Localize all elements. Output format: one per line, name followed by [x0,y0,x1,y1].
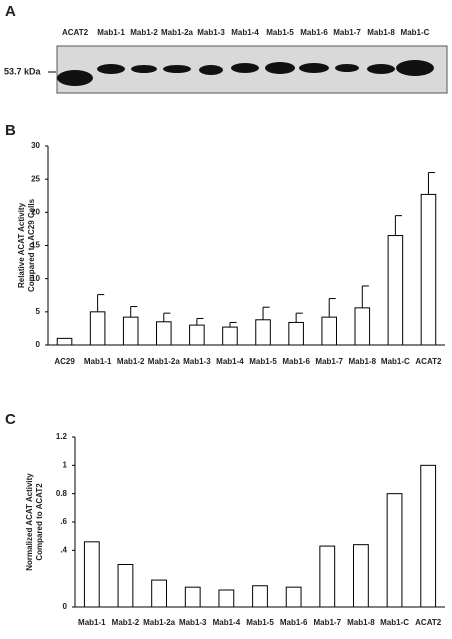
lane-label: Mab1-3 [197,28,225,37]
bar [386,493,403,608]
band [335,64,359,72]
bar [420,464,437,608]
panel-label: B [5,122,16,139]
x-tick-label: Mab1-2 [117,357,145,366]
x-tick-label: ACAT2 [415,618,442,627]
y-tick-label: 15 [31,241,40,250]
x-tick-label: Mab1-3 [179,618,207,627]
panel-label: C [5,411,16,428]
y-axis-label: Relative ACAT Activity [17,202,26,288]
x-tick-label: Mab1-4 [213,618,241,627]
x-tick-label: Mab1-7 [315,357,343,366]
x-tick-label: Mab1-7 [313,618,341,627]
x-tick-label: Mab1-C [380,618,409,627]
lane-label: Mab1-4 [231,28,259,37]
x-tick-label: Mab1-3 [183,357,211,366]
y-axis-label: Compared to ACAT2 [35,483,44,561]
x-tick-label: Mab1-2a [143,618,176,627]
bar [420,193,437,346]
bar [184,586,201,608]
x-tick-label: Mab1-1 [84,357,112,366]
bar [288,321,304,346]
band [396,60,434,76]
x-tick-label: Mab1-6 [282,357,310,366]
x-tick-label: Mab1-5 [246,618,274,627]
lane-label: Mab1-5 [266,28,294,37]
y-tick-label: 1.2 [56,432,68,441]
lane-label: Mab1-8 [367,28,395,37]
lane-label: Mab1-2 [130,28,158,37]
y-axis-label: Normalized ACAT Activity [25,473,34,571]
y-tick-label: 1 [63,460,68,469]
lane-label: Mab1-C [401,28,430,37]
panel-label: A [5,3,16,20]
y-tick-label: 25 [31,174,40,183]
x-tick-label: Mab1-6 [280,618,308,627]
bar [321,316,337,346]
y-tick-label: .6 [60,517,67,526]
bar [218,589,235,608]
lane-label: Mab1-7 [333,28,361,37]
bar [156,321,172,346]
bar [353,544,369,608]
band [57,70,93,86]
x-tick-label: AC29 [54,357,75,366]
band [367,64,395,74]
bar [151,579,167,608]
band [163,65,191,73]
band [131,65,157,73]
lane-label: Mab1-2a [161,28,194,37]
y-tick-label: 0 [63,602,68,611]
bar [122,316,139,346]
x-tick-label: Mab1-2a [148,357,181,366]
y-tick-label: .4 [60,545,67,554]
band [299,63,329,73]
y-tick-label: 0 [36,340,41,349]
y-tick-label: 30 [31,141,40,150]
bar [117,564,134,608]
y-tick-label: 10 [31,274,40,283]
marker-label: 53.7 kDa [4,66,42,76]
bar [387,235,404,346]
band [199,65,223,75]
x-tick-label: Mab1-2 [112,618,140,627]
x-tick-label: ACAT2 [415,357,442,366]
band [97,64,125,74]
lane-label: Mab1-6 [300,28,328,37]
x-tick-label: Mab1-C [381,357,410,366]
band [231,63,259,73]
y-tick-label: 20 [31,207,40,216]
y-tick-label: 5 [36,307,41,316]
bar [56,337,73,346]
bar [255,319,271,346]
lane-label: ACAT2 [62,28,89,37]
x-tick-label: Mab1-1 [78,618,106,627]
lane-label: Mab1-1 [97,28,125,37]
x-tick-label: Mab1-8 [349,357,377,366]
y-tick-label: 0.8 [56,489,68,498]
bar [83,541,100,608]
band [265,62,295,74]
bar [252,585,268,608]
bar [89,311,106,346]
bar [319,545,336,608]
bar [222,326,238,346]
x-tick-label: Mab1-4 [216,357,244,366]
x-tick-label: Mab1-5 [249,357,277,366]
y-axis-label: Compared to AC29 Cells [27,198,36,292]
bar [285,586,302,608]
bar [189,324,205,346]
x-tick-label: Mab1-8 [347,618,375,627]
bar [354,307,371,346]
